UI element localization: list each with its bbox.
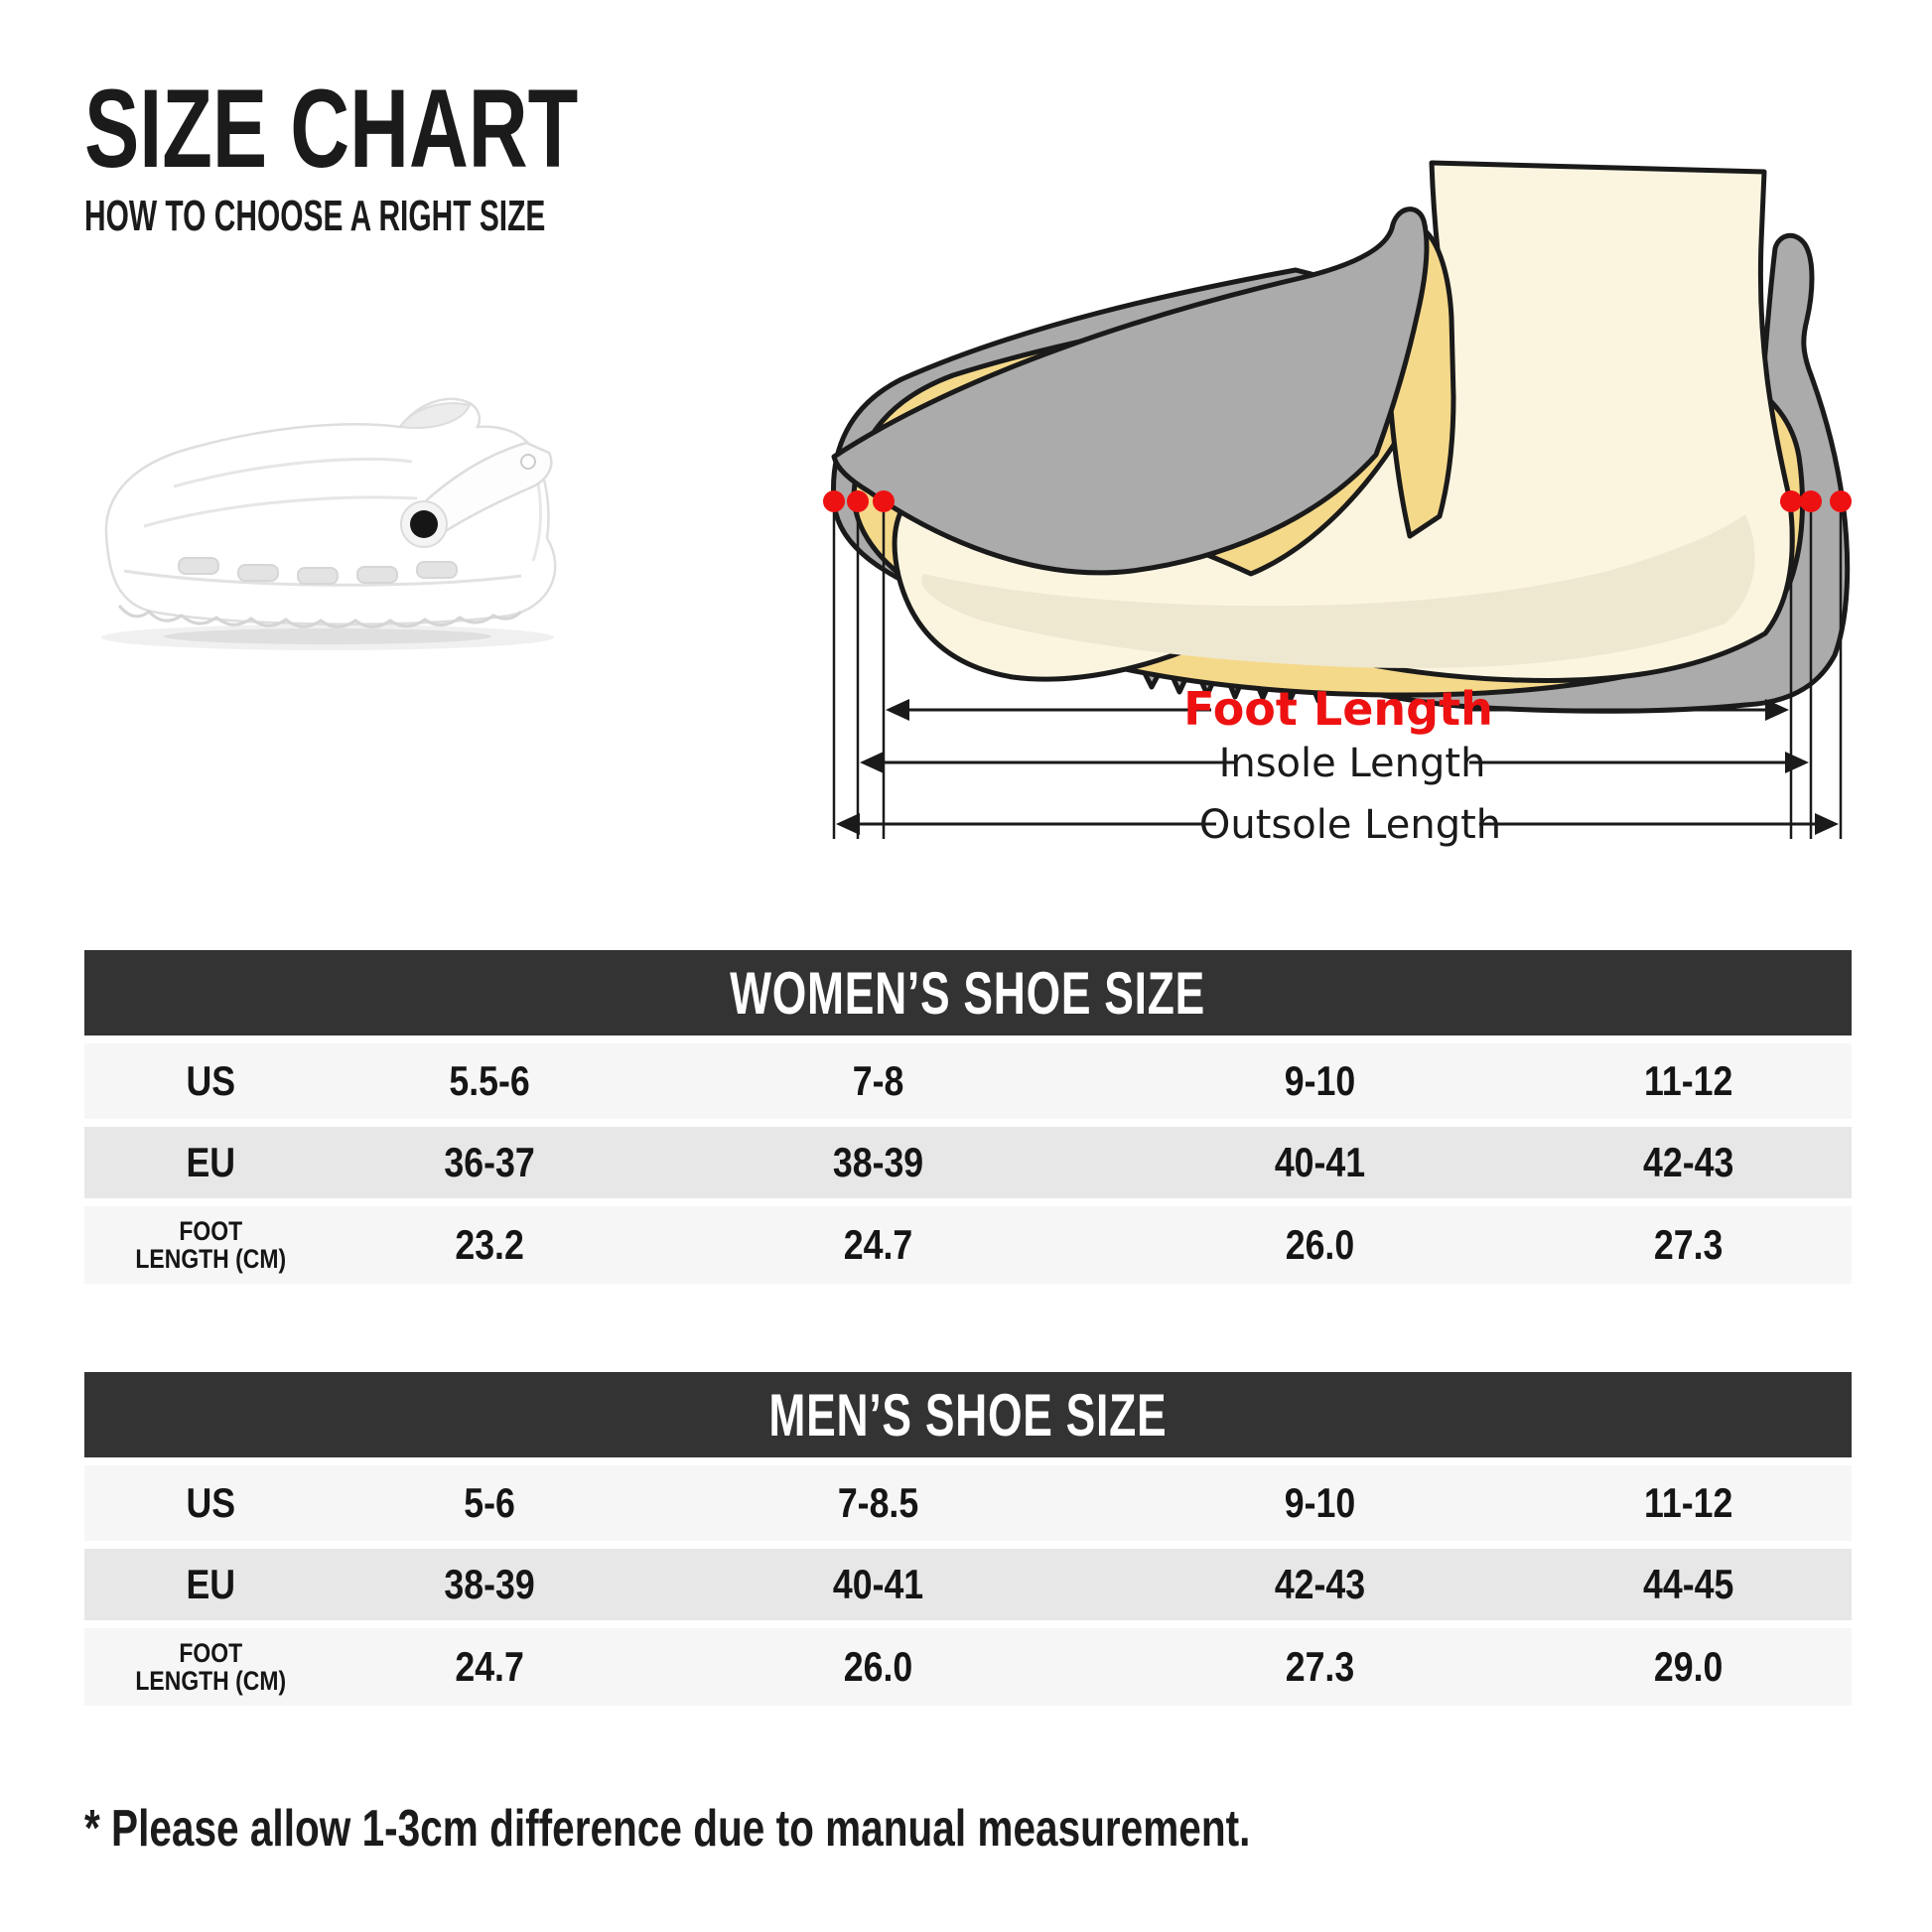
mens-table-header: MEN’S SHOE SIZE (84, 1372, 1852, 1457)
insole-length-dimension: Insole Length (860, 741, 1809, 786)
size-cell: 42-43 (1274, 1560, 1365, 1607)
reference-lines (832, 512, 1843, 839)
row-label: EU (186, 1560, 236, 1607)
size-cell: 26.0 (1285, 1220, 1354, 1268)
table-row-foot-length: FOOT LENGTH (CM) 24.7 26.0 27.3 29.0 (84, 1628, 1852, 1706)
insole-length-label: Insole Length (1219, 741, 1486, 786)
product-photo-clog (101, 397, 557, 650)
size-cell: 29.0 (1653, 1642, 1724, 1690)
clog-vent-slots (178, 557, 458, 585)
foot-dot-left (873, 490, 895, 512)
size-cell: 24.7 (454, 1642, 524, 1690)
measure-dots (823, 490, 1852, 512)
measurement-disclaimer: * Please allow 1-3cm difference due to m… (84, 1800, 1251, 1858)
size-cell: 27.3 (1285, 1642, 1354, 1690)
size-cell: 23.2 (454, 1220, 524, 1268)
size-cell: 42-43 (1642, 1138, 1733, 1185)
mens-size-table: MEN’S SHOE SIZE US 5-6 7-8.5 9-10 11-12 … (84, 1372, 1852, 1706)
outsole-length-dimension: Outsole Length (836, 802, 1839, 848)
size-cell: 24.7 (843, 1220, 912, 1268)
table-row-eu: EU 38-39 40-41 42-43 44-45 (84, 1549, 1852, 1620)
foot-length-dimension: Foot Length (886, 682, 1789, 736)
size-cell: 5.5-6 (448, 1056, 530, 1104)
size-cell: 9-10 (1284, 1056, 1355, 1104)
shoe-vamp-tongue (831, 207, 1430, 576)
size-cell: 11-12 (1643, 1056, 1732, 1104)
mens-table-title: MEN’S SHOE SIZE (768, 1381, 1168, 1449)
row-label: US (186, 1478, 236, 1526)
table-row-us: US 5.5-6 7-8 9-10 11-12 (84, 1043, 1852, 1119)
strap-hole (520, 454, 536, 470)
outsole-dot-right (1830, 490, 1852, 512)
table-row-us: US 5-6 7-8.5 9-10 11-12 (84, 1465, 1852, 1541)
size-cell: 11-12 (1643, 1478, 1732, 1526)
size-cell: 40-41 (832, 1560, 923, 1607)
row-label: FOOT LENGTH (CM) (135, 1215, 287, 1274)
outsole-length-label: Outsole Length (1199, 802, 1501, 848)
table-row-eu: EU 36-37 38-39 40-41 42-43 (84, 1127, 1852, 1198)
foot-shading (921, 514, 1755, 668)
page-subtitle: HOW TO CHOOSE A RIGHT SIZE (84, 192, 546, 240)
strap-button (410, 510, 438, 538)
size-cell: 5-6 (463, 1478, 515, 1526)
clog-body (104, 397, 557, 625)
size-cell: 40-41 (1274, 1138, 1365, 1185)
insole-dot-right (1800, 490, 1822, 512)
clog-tread (117, 605, 523, 628)
size-cell: 38-39 (832, 1138, 923, 1185)
womens-table-title: WOMEN’S SHOE SIZE (730, 959, 1206, 1027)
outsole-dot-left (823, 490, 845, 512)
size-cell: 7-8.5 (837, 1478, 918, 1526)
row-label: FOOT LENGTH (CM) (135, 1637, 287, 1696)
size-cell: 9-10 (1284, 1478, 1355, 1526)
row-label: EU (186, 1138, 236, 1185)
womens-size-table: WOMEN’S SHOE SIZE US 5.5-6 7-8 9-10 11-1… (84, 950, 1852, 1284)
size-cell: 7-8 (852, 1056, 903, 1104)
womens-table-header: WOMEN’S SHOE SIZE (84, 950, 1852, 1035)
foot-measurement-diagram: Foot Length Insole Length Outsole Length (823, 160, 1852, 848)
size-cell: 27.3 (1653, 1220, 1724, 1268)
table-row-foot-length: FOOT LENGTH (CM) 23.2 24.7 26.0 27.3 (84, 1206, 1852, 1284)
size-cell: 44-45 (1642, 1560, 1733, 1607)
clog-illustration (101, 397, 557, 650)
size-cell: 26.0 (843, 1642, 912, 1690)
foot-dot-right (1780, 490, 1802, 512)
foot-length-label: Foot Length (1183, 682, 1493, 736)
size-cell: 36-37 (443, 1138, 535, 1185)
row-label: US (186, 1056, 236, 1104)
page-title: SIZE CHART (84, 67, 579, 191)
insole-dot-left (847, 490, 869, 512)
size-cell: 38-39 (443, 1560, 535, 1607)
